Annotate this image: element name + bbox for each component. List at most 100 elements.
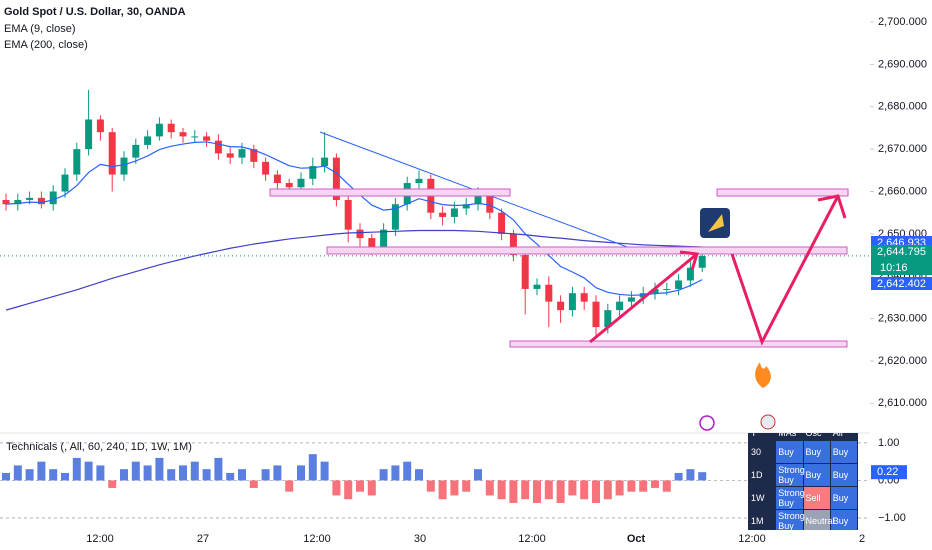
histogram-bar [615, 480, 624, 496]
histogram-bar [226, 472, 235, 481]
histogram-bar [556, 480, 565, 503]
axes: 2,610.0002,620.0002,630.0002,640.0002,65… [86, 16, 932, 545]
candle-body [332, 157, 340, 200]
y-tick-label: 2,700.000 [878, 16, 927, 28]
candle-body [297, 178, 305, 188]
candle-body [663, 288, 671, 290]
candle-body [439, 212, 447, 217]
table-cell: Neutral [802, 509, 835, 530]
candle-body [675, 280, 683, 289]
histogram-bar [639, 480, 648, 492]
histogram-bar [131, 461, 140, 481]
candle-body [214, 140, 222, 154]
table-cell: 1D [748, 463, 777, 487]
histogram-bar [190, 461, 199, 481]
candle-body [96, 119, 104, 133]
candle-body [273, 174, 281, 184]
legend-entry: EMA (200, close) [4, 39, 88, 51]
rocket-shape [708, 214, 724, 232]
candle-body [686, 267, 694, 281]
candle-body [61, 174, 69, 192]
candle-body [698, 255, 706, 268]
histogram-bar [202, 469, 211, 481]
histogram-bar [698, 472, 707, 481]
arrow-head [679, 250, 699, 271]
candle-body [167, 123, 175, 133]
candle-body [627, 297, 635, 302]
y-tick-label: 2,610.000 [878, 397, 927, 409]
candle-body [486, 195, 494, 213]
candle-body [450, 208, 458, 217]
table-row: 1W Strong Buy Sell Buy [748, 486, 858, 510]
ema-line [5, 229, 703, 311]
candle-body [533, 284, 541, 289]
histogram-bar [261, 469, 270, 481]
histogram-bar [379, 469, 388, 481]
candle-body [580, 293, 588, 302]
candle-body [250, 149, 258, 162]
histogram-bar [474, 469, 482, 481]
histogram-bar [25, 469, 34, 481]
x-tick-label: Oct [627, 533, 646, 545]
candle-body [37, 197, 45, 205]
histogram-bar [179, 465, 187, 481]
x-tick-label: 2 [859, 533, 865, 545]
histogram-bar [391, 465, 400, 481]
histogram-bar [96, 465, 105, 481]
indicator-title: Technicals (, All, 60, 240, 1D, 1W, 1M) [6, 441, 192, 453]
y-tick-label: 2,670.000 [878, 143, 927, 155]
histogram-bar [297, 465, 305, 481]
x-tick-label: 30 [414, 533, 426, 545]
x-tick-label: 12:00 [303, 533, 331, 545]
histogram-bar [249, 480, 258, 488]
table-cell: 30 [748, 440, 777, 464]
candle-body [568, 293, 576, 311]
candle-body [132, 144, 140, 158]
zone [326, 246, 848, 255]
histogram-bar [521, 480, 530, 500]
candle-body [509, 233, 517, 256]
legend-entry: EMA (9, close) [4, 23, 76, 35]
table-row: 1M Strong Buy Neutral Buy [748, 509, 858, 530]
candle-body [545, 284, 553, 302]
zone [509, 340, 848, 348]
chart-title: Gold Spot / U.S. Dollar, 30, OANDA [4, 6, 186, 18]
fire-icon [755, 362, 771, 388]
candle-body [285, 183, 293, 188]
histogram-bar [37, 461, 46, 481]
histogram-bar [120, 469, 128, 481]
candle-body [309, 166, 317, 179]
candle-body [238, 149, 246, 158]
candle-body [592, 301, 600, 328]
histogram-bar [49, 469, 58, 481]
arrow [589, 252, 698, 344]
price-label: 2,644.795 [877, 246, 926, 258]
x-tick-label: 12:00 [738, 533, 766, 545]
table-cell: Strong Buy [775, 509, 805, 530]
flag-icon [760, 414, 776, 430]
histogram-bar [84, 461, 93, 481]
table-cell: Osc [802, 433, 831, 441]
histogram-bar [509, 480, 518, 503]
candle-body [262, 161, 270, 175]
histogram-bar [367, 480, 376, 496]
histogram-bar [533, 480, 541, 503]
y-tick-label: 1.00 [878, 437, 899, 449]
histogram-bar [72, 457, 81, 481]
histogram-bar [674, 472, 683, 481]
table-cell: Sell [802, 486, 831, 510]
histogram-bar [108, 480, 117, 488]
technicals-table: T MAs Osc All 30 Buy Buy Buy 1D Strong Buy Buy Buy 1… [748, 433, 858, 530]
histogram-bar [308, 454, 317, 481]
histogram-bar [320, 461, 329, 481]
candle-body [26, 197, 34, 200]
histogram-bar [450, 480, 459, 496]
histogram-bar [544, 480, 553, 500]
candle-body [144, 136, 152, 145]
histogram-bar [143, 465, 152, 481]
y-tick-label: 2,680.000 [878, 101, 927, 113]
candle-body [321, 157, 329, 167]
histogram-bar [462, 480, 471, 492]
histogram-bar [155, 457, 164, 481]
